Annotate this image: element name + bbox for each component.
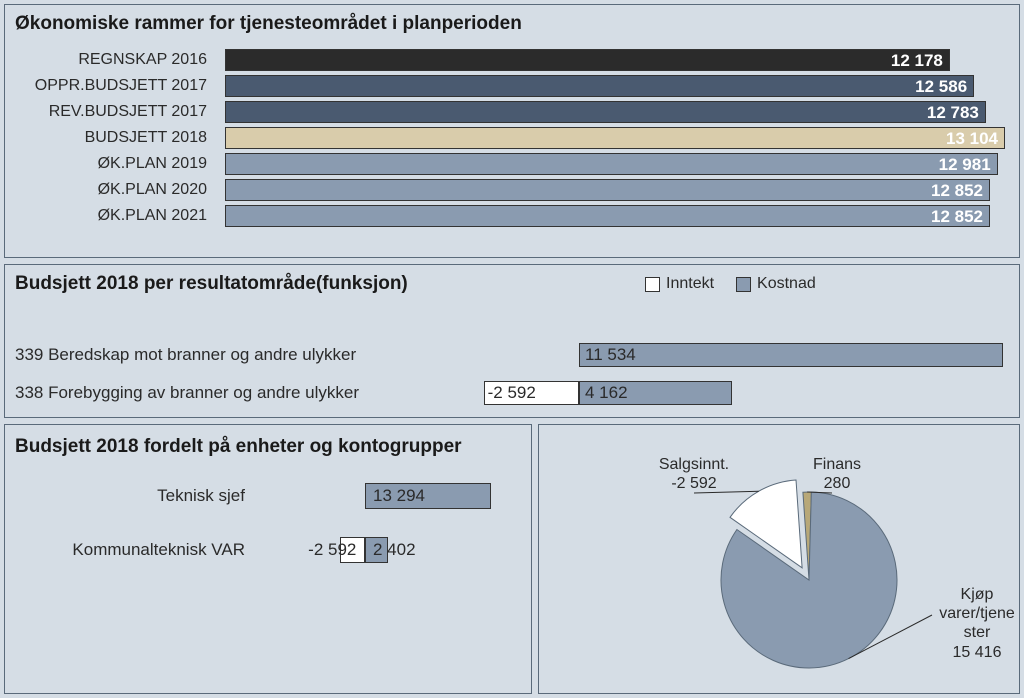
bar-row: OPPR.BUDSJETT 2017 12 586 [15,75,1009,97]
bar-label: ØK.PLAN 2019 [15,153,215,175]
pie-label-salgs-1: Salgsinnt. [659,456,729,473]
bar-value: 12 852 [931,206,983,228]
pie-label-finans-1: Finans [813,456,861,473]
inntekt-value: -2 592 [488,381,536,405]
section3-rows: Teknisk sjef 13 294 Kommunalteknisk VAR -2 … [15,483,521,567]
bar-value: 12 178 [891,50,943,72]
bar-value: 12 981 [939,154,991,176]
kostnad-bar [579,343,1003,367]
bar-rect: 12 981 [225,153,998,175]
bar-label: REV.BUDSJETT 2017 [15,101,215,123]
pie-label-salgs: Salgsinnt. -2 592 [639,455,749,493]
bar-value: 12 852 [931,180,983,202]
unit-row: Teknisk sjef 13 294 [15,483,521,513]
pie-label-kjop-3: ster [964,624,991,641]
legend-kostnad: Kostnad [736,275,816,293]
unit-row: Kommunalteknisk VAR -2 592 2 402 [15,537,521,567]
kostnad-value: 4 162 [585,381,628,405]
unit-neg-value: -2 592 [276,537,356,563]
bar-rect: 12 783 [225,101,986,123]
bar-rect: 13 104 [225,127,1005,149]
section1-title: Økonomiske rammer for tjenesteområdet i … [5,5,1019,39]
result-label: 338 Forebygging av branner og andre ulyk… [15,381,475,405]
section2-rows: 339 Beredskap mot branner og andre ulykk… [15,343,1009,409]
legend-inntekt: Inntekt [645,275,714,293]
panel-enheter-kontogrupper: Budsjett 2018 fordelt på enheter og kont… [4,424,532,694]
section2-legend: Inntekt Kostnad [645,275,816,293]
bar-rect: 12 852 [225,205,990,227]
unit-label: Kommunalteknisk VAR [15,537,255,563]
legend-label-kostnad: Kostnad [757,275,816,293]
unit-pos-value: 2 402 [373,537,416,563]
pie-label-salgs-2: -2 592 [671,475,716,492]
bar-value: 12 586 [915,76,967,98]
bar-label: OPPR.BUDSJETT 2017 [15,75,215,97]
panel-okonomiske-rammer: Økonomiske rammer for tjenesteområdet i … [4,4,1020,258]
bar-label: BUDSJETT 2018 [15,127,215,149]
section2-title: Budsjett 2018 per resultatområde(funksjo… [5,265,1019,299]
pie-label-kjop-1: Kjøp [961,586,994,603]
bar-value: 12 783 [927,102,979,124]
result-row: 339 Beredskap mot branner og andre ulykk… [15,343,1009,371]
section3-title: Budsjett 2018 fordelt på enheter og kont… [5,425,531,463]
pie-label-kjop: Kjøp varer/tjene ster 15 416 [927,585,1024,662]
bar-value: 13 104 [946,128,998,150]
bar-row: REGNSKAP 2016 12 178 [15,49,1009,71]
unit-label: Teknisk sjef [15,483,255,509]
bar-row: REV.BUDSJETT 2017 12 783 [15,101,1009,123]
bar-row: ØK.PLAN 2019 12 981 [15,153,1009,175]
kostnad-value: 11 534 [585,343,636,367]
bar-label: ØK.PLAN 2020 [15,179,215,201]
pie-label-kjop-4: 15 416 [953,644,1002,661]
legend-swatch-inntekt [645,277,660,292]
bar-label: ØK.PLAN 2021 [15,205,215,227]
bar-label: REGNSKAP 2016 [15,49,215,71]
bar-rect: 12 852 [225,179,990,201]
section1-bars: REGNSKAP 2016 12 178 OPPR.BUDSJETT 2017 12 … [15,49,1009,249]
pie-label-finans: Finans 280 [797,455,877,493]
panel-pie: Salgsinnt. -2 592 Finans 280 Kjøp varer/… [538,424,1020,694]
result-label: 339 Beredskap mot branner og andre ulykk… [15,343,475,367]
panel-resultatomrade: Budsjett 2018 per resultatområde(funksjo… [4,264,1020,418]
legend-label-inntekt: Inntekt [666,275,714,293]
legend-swatch-kostnad [736,277,751,292]
bar-row: BUDSJETT 2018 13 104 [15,127,1009,149]
result-row: 338 Forebygging av branner og andre ulyk… [15,381,1009,409]
bar-rect: 12 178 [225,49,950,71]
pie-label-kjop-2: varer/tjene [939,605,1015,622]
pie-label-finans-2: 280 [824,475,851,492]
bar-row: ØK.PLAN 2020 12 852 [15,179,1009,201]
bar-row: ØK.PLAN 2021 12 852 [15,205,1009,227]
bar-rect: 12 586 [225,75,974,97]
unit-pos-value: 13 294 [373,483,425,509]
